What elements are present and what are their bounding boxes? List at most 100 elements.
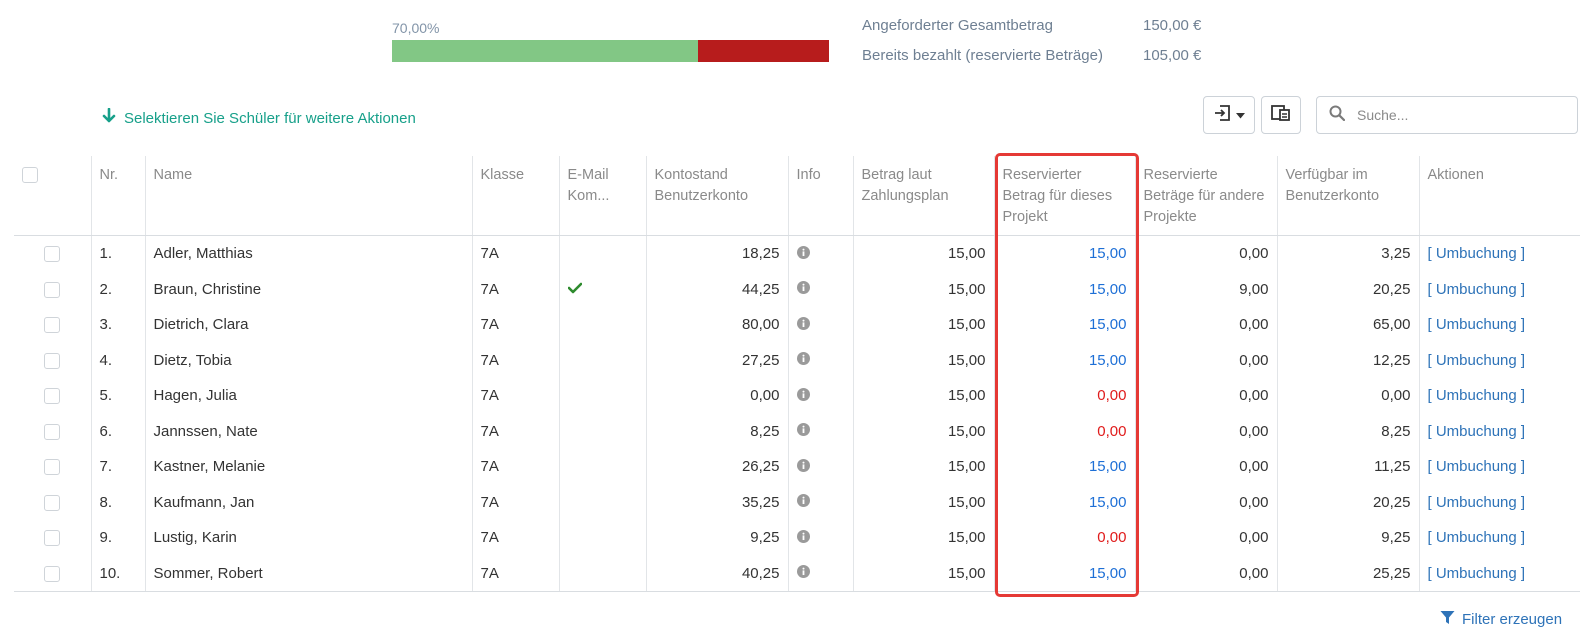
row-betrag: 15,00 (853, 520, 995, 556)
row-reserviert: 15,00 (994, 235, 1136, 272)
select-all-header[interactable] (14, 156, 92, 236)
select-all-checkbox[interactable] (22, 167, 38, 184)
row-nr: 1. (91, 235, 146, 272)
table-row[interactable]: 9. Lustig, Karin 7A 9,25 15,00 0,00 0,00 9,25[ … (14, 520, 1580, 556)
header-info[interactable]: Info (788, 156, 854, 236)
table-row[interactable]: 4. Dietz, Tobia 7A 27,25 15,00 15,00 0,00 12,25… (14, 342, 1580, 378)
row-info-cell[interactable] (788, 342, 854, 378)
header-name[interactable]: Name (145, 156, 473, 236)
row-info-cell[interactable] (788, 378, 854, 414)
table-row[interactable]: 8. Kaufmann, Jan 7A 35,25 15,00 15,00 0,00 20,2… (14, 484, 1580, 520)
header-nr[interactable]: Nr. (91, 156, 146, 236)
row-reserviert: 15,00 (994, 484, 1136, 520)
row-checkbox[interactable] (44, 388, 61, 405)
row-select-cell[interactable] (14, 555, 92, 592)
table-row[interactable]: 10. Sommer, Robert 7A 40,25 15,00 15,00 0,00 25… (14, 555, 1580, 592)
payment-progress-section: 70,00% Angeforderter Gesamtbetrag 150,00… (0, 0, 1590, 80)
row-checkbox[interactable] (44, 317, 61, 334)
umbuchung-link[interactable]: [ Umbuchung ] (1427, 316, 1526, 334)
row-checkbox[interactable] (44, 352, 61, 369)
row-select-cell[interactable] (14, 520, 92, 556)
row-select-cell[interactable] (14, 378, 92, 414)
row-betrag: 15,00 (853, 235, 995, 272)
row-info-cell[interactable] (788, 520, 854, 556)
row-info-cell[interactable] (788, 413, 854, 449)
row-kontostand: 80,00 (646, 307, 789, 343)
row-name: Braun, Christine (145, 271, 473, 307)
students-table: Nr. Name Klasse E-Mail Kom... Kontostand… (14, 156, 1580, 592)
select-students-hint[interactable]: Selektieren Sie Schüler für weitere Akti… (102, 107, 416, 128)
info-icon[interactable] (796, 281, 810, 298)
row-info-cell[interactable] (788, 307, 854, 343)
row-select-cell[interactable] (14, 307, 92, 343)
table-row[interactable]: 1. Adler, Matthias 7A 18,25 15,00 15,00 0,00 3,… (14, 235, 1580, 272)
row-info-cell[interactable] (788, 271, 854, 307)
row-info-cell[interactable] (788, 449, 854, 485)
info-icon[interactable] (796, 387, 810, 405)
info-icon[interactable] (796, 458, 810, 476)
table-row[interactable]: 5. Hagen, Julia 7A 0,00 15,00 0,00 0,00 0,00[ U… (14, 378, 1580, 414)
progress-bar-fill (392, 40, 698, 62)
export-dropdown-button[interactable] (1203, 96, 1255, 134)
row-info-cell[interactable] (788, 555, 854, 592)
umbuchung-link[interactable]: [ Umbuchung ] (1427, 493, 1526, 511)
header-email[interactable]: E-Mail Kom... (559, 156, 647, 236)
info-icon[interactable] (796, 352, 810, 369)
row-checkbox[interactable] (44, 281, 61, 298)
table-row[interactable]: 6. Jannssen, Nate 7A 8,25 15,00 0,00 0,00 8,25[… (14, 413, 1580, 449)
row-select-cell[interactable] (14, 235, 92, 272)
umbuchung-link[interactable]: [ Umbuchung ] (1427, 529, 1526, 547)
info-icon[interactable] (796, 316, 810, 334)
row-name: Adler, Matthias (145, 235, 473, 272)
search-input[interactable] (1355, 106, 1559, 124)
row-select-cell[interactable] (14, 413, 92, 449)
header-reserviert[interactable]: Reservierter Betrag für dieses Projekt (994, 156, 1136, 236)
info-icon[interactable] (796, 565, 810, 582)
header-betrag[interactable]: Betrag laut Zahlungsplan (853, 156, 995, 236)
umbuchung-link[interactable]: [ Umbuchung ] (1427, 422, 1526, 440)
umbuchung-link[interactable]: [ Umbuchung ] (1427, 387, 1526, 405)
table-row[interactable]: 3. Dietrich, Clara 7A 80,00 15,00 15,00 0,00 65… (14, 307, 1580, 343)
row-actions-cell: [ Umbuchung ] (1419, 449, 1580, 485)
row-select-cell[interactable] (14, 484, 92, 520)
info-icon[interactable] (796, 494, 810, 511)
row-select-cell[interactable] (14, 449, 92, 485)
row-checkbox[interactable] (44, 246, 61, 263)
row-info-cell[interactable] (788, 235, 854, 272)
header-kontostand[interactable]: Kontostand Benutzerkonto (646, 156, 789, 236)
table-row[interactable]: 7. Kastner, Melanie 7A 26,25 15,00 15,00 0,00 1… (14, 449, 1580, 485)
umbuchung-link[interactable]: [ Umbuchung ] (1427, 458, 1526, 476)
row-betrag: 15,00 (853, 484, 995, 520)
row-checkbox[interactable] (44, 530, 61, 547)
table-row[interactable]: 2. Braun, Christine 7A 44,25 15,00 15,00 9,00 2… (14, 271, 1580, 307)
row-nr: 6. (91, 413, 146, 449)
create-filter-link[interactable]: Filter erzeugen (1440, 610, 1562, 629)
info-icon[interactable] (796, 529, 810, 547)
row-select-cell[interactable] (14, 342, 92, 378)
search-box[interactable] (1316, 96, 1578, 134)
info-icon[interactable] (796, 423, 810, 440)
columns-button[interactable] (1261, 96, 1301, 134)
row-betrag: 15,00 (853, 307, 995, 343)
row-actions-cell: [ Umbuchung ] (1419, 307, 1580, 343)
umbuchung-link[interactable]: [ Umbuchung ] (1427, 564, 1526, 582)
umbuchung-link[interactable]: [ Umbuchung ] (1427, 351, 1526, 369)
info-icon[interactable] (796, 245, 810, 263)
row-checkbox[interactable] (44, 494, 61, 511)
row-klasse: 7A (472, 484, 560, 520)
row-checkbox[interactable] (44, 423, 61, 440)
row-select-cell[interactable] (14, 271, 92, 307)
row-checkbox[interactable] (44, 565, 61, 582)
row-reserviert: 0,00 (994, 413, 1136, 449)
row-kontostand: 18,25 (646, 235, 789, 272)
paid-total-label: Bereits bezahlt (reservierte Beträge) (862, 47, 1103, 64)
header-klasse[interactable]: Klasse (472, 156, 560, 236)
umbuchung-link[interactable]: [ Umbuchung ] (1427, 280, 1526, 298)
row-checkbox[interactable] (44, 459, 61, 476)
row-kontostand: 8,25 (646, 413, 789, 449)
row-info-cell[interactable] (788, 484, 854, 520)
header-andere[interactable]: Reservierte Beträge für andere Projekte (1135, 156, 1278, 236)
umbuchung-link[interactable]: [ Umbuchung ] (1427, 245, 1526, 263)
row-betrag: 15,00 (853, 342, 995, 378)
header-verfuegbar[interactable]: Verfügbar im Benutzerkonto (1277, 156, 1420, 236)
